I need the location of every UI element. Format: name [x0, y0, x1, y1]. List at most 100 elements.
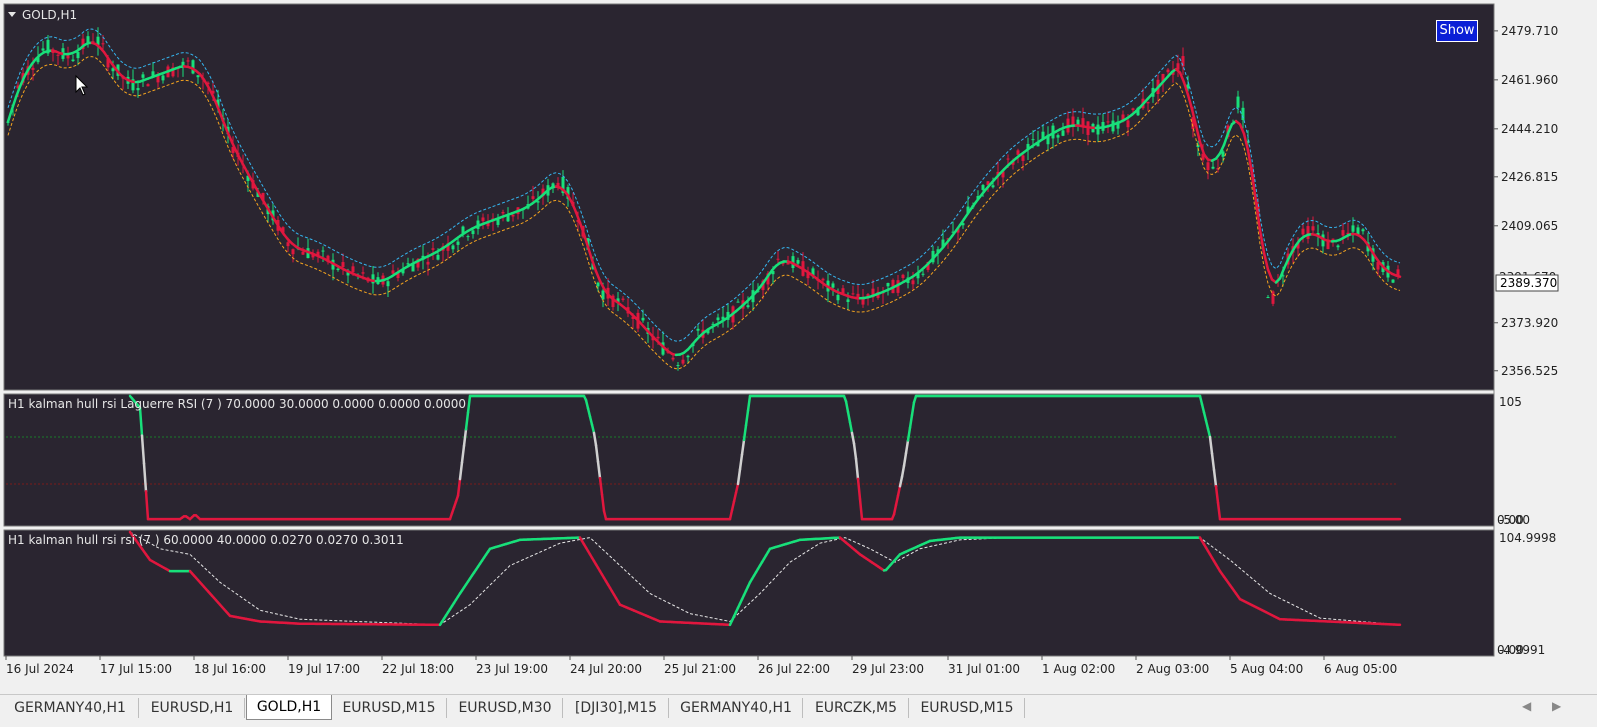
- price-tick-label: 2461.960: [1501, 73, 1558, 87]
- candle-body: [482, 217, 485, 221]
- candle-body: [622, 299, 625, 300]
- candle-body: [67, 55, 70, 58]
- chart-tab[interactable]: EURUSD,M30: [448, 698, 563, 718]
- candle-body: [1057, 135, 1060, 137]
- candle-body: [427, 262, 430, 265]
- candle-body: [72, 60, 75, 61]
- candle-body: [1097, 125, 1100, 135]
- candle-body: [452, 245, 455, 249]
- candle-body: [32, 68, 35, 70]
- chart-tab[interactable]: EURUSD,H1: [140, 698, 245, 718]
- chart-area[interactable]: 2479.7102461.9602444.2102426.8152409.065…: [0, 0, 1597, 684]
- candle-body: [1342, 230, 1345, 236]
- chart-tab[interactable]: EURUSD,M15: [910, 698, 1025, 718]
- candle-body: [1222, 151, 1225, 156]
- chart-tab[interactable]: GERMANY40,H1: [2, 698, 139, 718]
- candle-body: [322, 251, 325, 252]
- candle-body: [657, 337, 660, 338]
- symbol-label: GOLD,H1: [22, 8, 77, 22]
- candle-body: [512, 215, 515, 217]
- candle-body: [352, 266, 355, 272]
- candle-body: [1147, 102, 1150, 103]
- candle-body: [337, 269, 340, 270]
- time-tick-label: 26 Jul 22:00: [758, 662, 830, 676]
- time-tick-label: 25 Jul 21:00: [664, 662, 736, 676]
- candle-body: [502, 212, 505, 213]
- candle-body: [437, 255, 440, 260]
- laguerre-rsi-pane[interactable]: [4, 394, 1494, 526]
- candle-body: [672, 358, 675, 360]
- candle-body: [77, 52, 80, 58]
- candle-body: [1077, 120, 1080, 125]
- candle-body: [42, 48, 45, 50]
- tab-scroll-left-icon[interactable]: ◀: [1522, 699, 1531, 713]
- rsi-pane[interactable]: [4, 530, 1494, 656]
- candle-body: [472, 230, 475, 234]
- time-tick-label: 1 Aug 02:00: [1042, 662, 1115, 676]
- candle-body: [777, 259, 780, 260]
- candle-body: [1022, 155, 1025, 160]
- candle-body: [302, 252, 305, 255]
- chart-tab[interactable]: EURUSD,M15: [332, 698, 447, 718]
- candle-body: [1017, 150, 1020, 155]
- price-axis: 2479.7102461.9602444.2102426.8152409.065…: [1494, 24, 1558, 378]
- candle-body: [57, 55, 60, 56]
- candle-body: [597, 283, 600, 287]
- candle-body: [677, 365, 680, 366]
- candle-body: [1302, 229, 1305, 235]
- chart-tab[interactable]: [DJI30],M15: [564, 698, 669, 718]
- laguerre-rsi-title: H1 kalman hull rsi Laguerre RSI (7 ) 70.…: [8, 397, 466, 411]
- time-tick-label: 18 Jul 16:00: [194, 662, 266, 676]
- candle-body: [1007, 159, 1010, 160]
- candle-body: [1307, 226, 1310, 239]
- candle-body: [142, 74, 145, 77]
- candle-body: [982, 185, 985, 190]
- candle-body: [1212, 167, 1215, 169]
- candle-body: [1392, 280, 1395, 283]
- candle-body: [922, 274, 925, 275]
- candle-body: [687, 356, 690, 358]
- chart-tab[interactable]: EURCZK,M5: [804, 698, 909, 718]
- pane1-axis-bottom: -5.00: [1499, 513, 1530, 527]
- candle-body: [197, 75, 200, 77]
- main-price-pane[interactable]: [4, 4, 1494, 390]
- candle-body: [797, 260, 800, 264]
- candle-body: [902, 275, 905, 278]
- show-button[interactable]: Show: [1436, 20, 1478, 42]
- candle-body: [1312, 226, 1315, 230]
- candle-body: [717, 317, 720, 320]
- candle-body: [147, 84, 150, 86]
- candle-body: [1337, 246, 1340, 248]
- tab-scroll-right-icon[interactable]: ▶: [1552, 699, 1561, 713]
- candle-body: [387, 281, 390, 286]
- chart-tab[interactable]: GOLD,H1: [246, 695, 332, 720]
- candle-body: [847, 299, 850, 302]
- candle-body: [697, 329, 700, 331]
- candle-body: [1207, 162, 1210, 170]
- candle-body: [1352, 225, 1355, 231]
- candle-body: [842, 288, 845, 293]
- candle-body: [162, 76, 165, 81]
- time-tick-label: 31 Jul 01:00: [948, 662, 1020, 676]
- candle-body: [362, 272, 365, 273]
- candle-body: [1237, 97, 1240, 108]
- candle-body: [1127, 120, 1130, 127]
- current-price-label: 2389.370: [1500, 276, 1557, 290]
- time-tick-label: 2 Aug 03:00: [1136, 662, 1209, 676]
- candle-body: [187, 60, 190, 61]
- chart-tab[interactable]: GERMANY40,H1: [670, 698, 803, 718]
- candle-body: [467, 236, 470, 237]
- candle-body: [137, 88, 140, 90]
- candle-body: [642, 318, 645, 321]
- candle-body: [287, 242, 290, 246]
- candle-body: [342, 262, 345, 267]
- price-tick-label: 2373.920: [1501, 316, 1558, 330]
- time-tick-label: 19 Jul 17:00: [288, 662, 360, 676]
- candle-body: [887, 283, 890, 286]
- candle-body: [832, 283, 835, 287]
- time-tick-label: 29 Jul 23:00: [852, 662, 924, 676]
- candle-body: [1167, 70, 1170, 73]
- candle-body: [292, 249, 295, 254]
- candle-body: [1272, 291, 1275, 303]
